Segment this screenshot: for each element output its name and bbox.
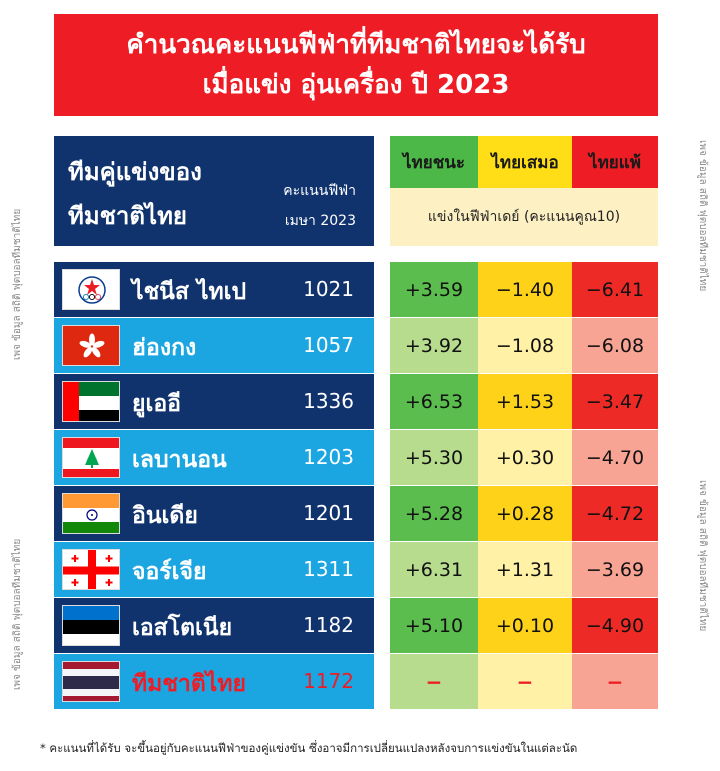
win-value: +6.31: [390, 542, 478, 597]
team-name: ยูเออี: [132, 391, 181, 417]
team-fifa-points: 1172: [303, 669, 354, 693]
team-name: ไชนีส ไทเป: [132, 279, 247, 305]
thailand-flag: [62, 661, 120, 702]
side-credit-right-bottom: เพจ ข้อมูล สถิติ ฟุตบอลทีมชาติไทย: [697, 480, 708, 632]
title-line-2: เมื่อแข่ง อุ่นเครื่อง ปี 2023: [202, 70, 510, 100]
draw-value: −1.08: [478, 318, 572, 373]
team-fifa-points: 1203: [303, 445, 354, 469]
team-fifa-points: 1182: [303, 613, 354, 637]
georgia-flag: [62, 549, 120, 590]
draw-value: +1.31: [478, 542, 572, 597]
uae-flag: [62, 381, 120, 422]
win-value: +5.30: [390, 430, 478, 485]
team-name: เอสโตเนีย: [132, 615, 233, 641]
lose-value: −4.70: [572, 430, 658, 485]
team-header-title-1: ทีมคู่แข่งของ: [68, 158, 202, 186]
win-value: +5.10: [390, 598, 478, 653]
team-name: เลบานอน: [132, 447, 227, 473]
draw-value: +1.53: [478, 374, 572, 429]
lebanon-flag: [62, 437, 120, 478]
lose-value: −4.72: [572, 486, 658, 541]
estonia-flag: [62, 605, 120, 646]
side-credit-left-top: เพจ ข้อมูล สถิติ ฟุตบอลทีมชาติไทย: [12, 208, 23, 360]
lose-value: −6.08: [572, 318, 658, 373]
side-credit-right-top: เพจ ข้อมูล สถิติ ฟุตบอลทีมชาติไทย: [697, 140, 708, 292]
win-value: +3.92: [390, 318, 478, 373]
lose-column-header: ไทยแพ้: [572, 136, 658, 188]
team-row: ยูเออี 1336: [54, 374, 374, 429]
team-row: จอร์เจีย 1311: [54, 542, 374, 597]
title-line-1: คำนวณคะแนนฟีฟ่าที่ทีมชาติไทยจะได้รับ: [126, 30, 586, 60]
chinese-taipei-flag: [62, 269, 120, 310]
result-subtitle: แข่งในฟีฟ่าเดย์ (คะแนนคูณ10): [390, 188, 658, 246]
points-header-label: คะแนนฟีฟ่า: [283, 183, 356, 199]
team-row: อินเดีย 1201: [54, 486, 374, 541]
lose-value: −6.41: [572, 262, 658, 317]
footnote: * คะแนนที่ได้รับ จะขึ้นอยู่กับคะแนนฟีฟ่า…: [40, 741, 578, 755]
team-fifa-points: 1336: [303, 389, 354, 413]
lose-value: −: [572, 654, 658, 709]
team-fifa-points: 1021: [303, 277, 354, 301]
india-flag: [62, 493, 120, 534]
team-fifa-points: 1201: [303, 501, 354, 525]
team-column-header: ทีมคู่แข่งของ ทีมชาติไทย คะแนนฟีฟ่า เมษา…: [54, 136, 374, 246]
team-name: อินเดีย: [132, 503, 198, 529]
draw-value: −: [478, 654, 572, 709]
team-row: ไชนีส ไทเป 1021: [54, 262, 374, 317]
lose-value: −4.90: [572, 598, 658, 653]
team-row-thailand: ทีมชาติไทย 1172: [54, 654, 374, 709]
side-credit-left-bottom: เพจ ข้อมูล สถิติ ฟุตบอลทีมชาติไทย: [12, 538, 23, 690]
points-header-date: เมษา 2023: [284, 213, 356, 229]
team-header-title-2: ทีมชาติไทย: [68, 202, 187, 230]
team-row: เลบานอน 1203: [54, 430, 374, 485]
win-value: +3.59: [390, 262, 478, 317]
draw-value: +0.10: [478, 598, 572, 653]
draw-value: −1.40: [478, 262, 572, 317]
draw-column-header: ไทยเสมอ: [478, 136, 572, 188]
team-row: เอสโตเนีย 1182: [54, 598, 374, 653]
hong-kong-flag: [62, 325, 120, 366]
draw-value: +0.30: [478, 430, 572, 485]
win-value: +5.28: [390, 486, 478, 541]
team-fifa-points: 1057: [303, 333, 354, 357]
team-name: ฮ่องกง: [132, 335, 197, 361]
title-banner: คำนวณคะแนนฟีฟ่าที่ทีมชาติไทยจะได้รับ เมื…: [54, 14, 658, 116]
win-value: −: [390, 654, 478, 709]
team-fifa-points: 1311: [303, 557, 354, 581]
team-row: ฮ่องกง 1057: [54, 318, 374, 373]
team-name: จอร์เจีย: [132, 559, 207, 585]
team-name: ทีมชาติไทย: [132, 671, 246, 697]
win-column-header: ไทยชนะ: [390, 136, 478, 188]
win-value: +6.53: [390, 374, 478, 429]
draw-value: +0.28: [478, 486, 572, 541]
lose-value: −3.69: [572, 542, 658, 597]
lose-value: −3.47: [572, 374, 658, 429]
